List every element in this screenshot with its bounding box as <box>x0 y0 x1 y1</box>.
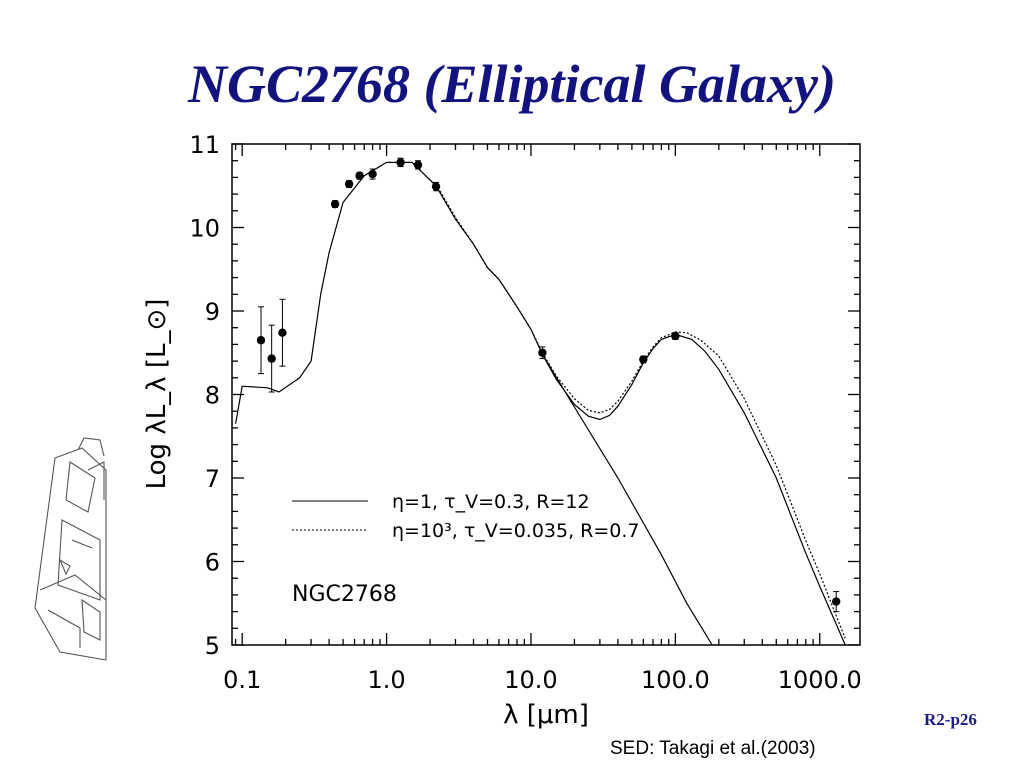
data-point <box>256 336 266 345</box>
observations-layer <box>256 157 841 613</box>
series-layer <box>235 161 846 646</box>
data-point <box>330 199 340 209</box>
y-tick-label: 6 <box>205 549 220 577</box>
chart-annotation: NGC2768 <box>292 582 397 607</box>
data-point <box>344 179 354 189</box>
series-line-1 <box>435 183 846 639</box>
legend: η=1, τ_V=0.3, R=12 η=10³, τ_V=0.035, R=0… <box>292 491 640 542</box>
data-point <box>368 169 377 179</box>
x-tick-label: 1.0 <box>367 666 405 694</box>
y-tick-label: 9 <box>205 298 220 326</box>
y-tick-label: 10 <box>189 215 220 243</box>
x-tick-label: 100.0 <box>641 666 710 694</box>
slide-number: R2-p26 <box>924 710 977 729</box>
x-axis-label: λ [μm] <box>503 700 589 730</box>
y-tick-label: 8 <box>205 382 220 410</box>
legend-label-dotted: η=10³, τ_V=0.035, R=0.7 <box>392 520 640 542</box>
y-axis-label: Log λL_λ [L_⊙] <box>142 299 172 490</box>
data-point <box>538 348 547 357</box>
x-tick-label: 1000.0 <box>778 666 862 694</box>
data-point <box>639 355 648 364</box>
legend-label-solid: η=1, τ_V=0.3, R=12 <box>392 491 590 513</box>
y-axis-ticks: 5 6 7 8 9 10 11 <box>189 131 860 660</box>
y-tick-label: 7 <box>205 465 220 493</box>
y-tick-label: 5 <box>205 632 220 660</box>
x-axis-ticks: 0.1 1.0 10.0 100.0 1000.0 <box>223 144 862 694</box>
data-point <box>355 171 364 180</box>
data-point <box>278 328 287 337</box>
x-tick-label: 10.0 <box>504 666 557 694</box>
data-point <box>267 354 276 363</box>
data-point <box>431 182 441 191</box>
plot-frame <box>231 143 861 646</box>
data-point <box>671 331 680 341</box>
data-point <box>396 158 405 167</box>
citation: SED: Takagi et al.(2003) <box>610 738 816 759</box>
y-tick-label: 11 <box>189 131 220 159</box>
x-tick-label: 0.1 <box>223 666 261 694</box>
slide-title: NGC2768 (Elliptical Galaxy) <box>188 54 836 114</box>
data-point <box>413 160 423 170</box>
data-point <box>832 597 841 606</box>
series-line-2 <box>541 354 713 646</box>
